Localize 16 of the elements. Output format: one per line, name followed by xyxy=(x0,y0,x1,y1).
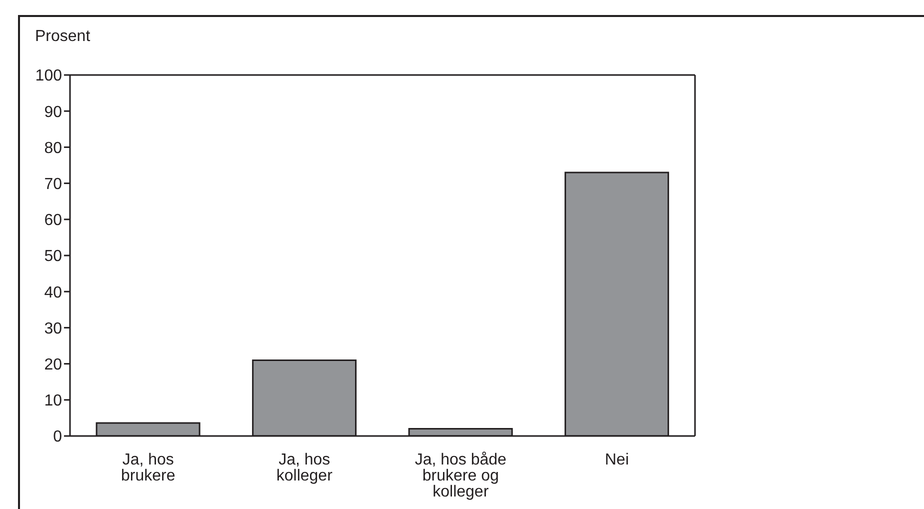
x-tick-label: Ja, hos både brukere og kolleger xyxy=(414,451,507,500)
y-tick-label: 30 xyxy=(44,320,62,338)
y-tick-label: 50 xyxy=(44,248,62,266)
y-tick-label: 90 xyxy=(44,104,62,121)
y-tick-label: 80 xyxy=(44,140,62,157)
y-axis-title: Prosent xyxy=(35,28,90,46)
y-tick-label: 100 xyxy=(35,68,62,85)
x-tick-label: Ja, hos brukere xyxy=(121,451,176,484)
x-tick-label: Ja, hos kolleger xyxy=(276,451,334,484)
y-tick-label: 0 xyxy=(53,428,62,446)
x-tick-label: Nei xyxy=(604,451,629,468)
y-tick-label: 20 xyxy=(44,356,62,374)
y-tick-label: 70 xyxy=(44,176,62,193)
y-tick-label: 10 xyxy=(44,392,62,410)
y-tick-label: 40 xyxy=(44,284,62,302)
y-tick-label: 60 xyxy=(44,212,62,230)
